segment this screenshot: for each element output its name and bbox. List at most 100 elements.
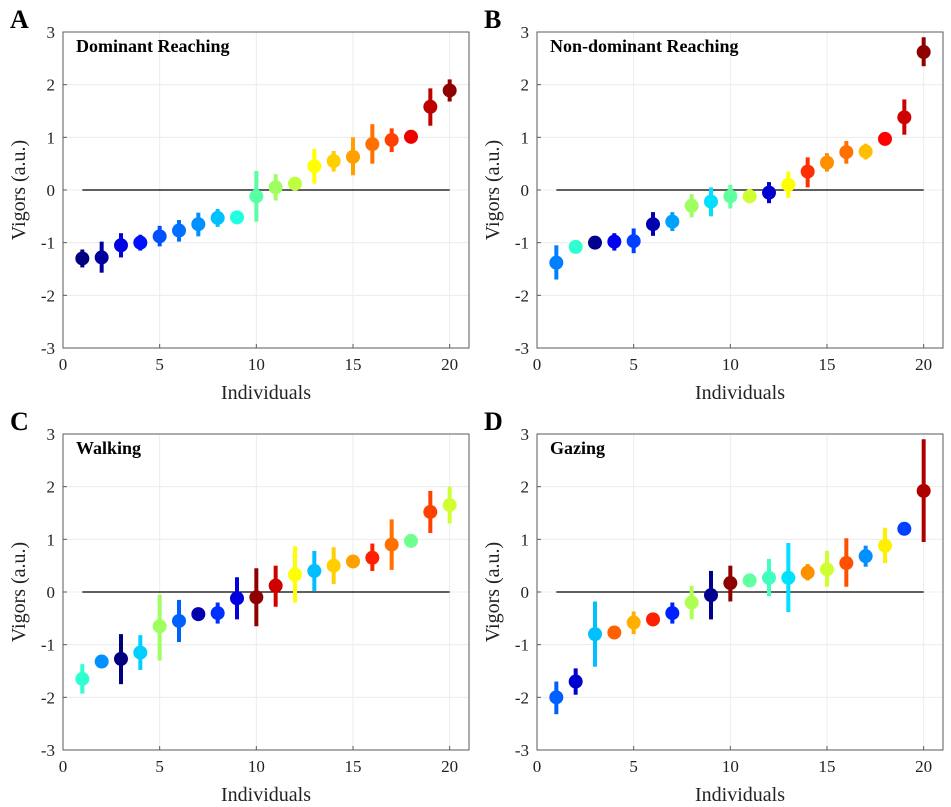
data-point (384, 132, 399, 147)
data-point (704, 194, 718, 209)
x-tick-label: 15 (819, 355, 836, 374)
x-axis-label: Individuals (695, 784, 785, 806)
data-point (346, 554, 360, 569)
panel-letter: A (10, 5, 29, 34)
y-tick-label: 1 (47, 128, 56, 147)
y-tick-label: -2 (515, 688, 529, 707)
y-tick-label: -3 (515, 339, 529, 358)
x-tick-label: 10 (722, 757, 739, 776)
data-point (684, 198, 699, 213)
data-point (665, 214, 680, 229)
data-point (781, 570, 796, 585)
data-point (75, 251, 90, 266)
data-point (800, 565, 815, 580)
data-point (568, 239, 583, 254)
data-point (268, 578, 283, 593)
data-point (94, 654, 109, 669)
data-point (742, 573, 757, 588)
y-axis-label: Vigors (a.u.) (8, 542, 30, 642)
data-point (423, 99, 438, 114)
data-point (172, 223, 186, 238)
data-point (307, 159, 322, 174)
data-point (94, 250, 109, 265)
panel-letter: B (484, 5, 501, 34)
y-tick-label: -3 (515, 741, 529, 760)
data-point (646, 217, 660, 232)
y-axis-label: Vigors (a.u.) (482, 542, 504, 642)
data-point (326, 154, 341, 169)
data-point (230, 591, 244, 606)
data-point (568, 674, 583, 689)
data-point (152, 229, 167, 244)
y-tick-label: 2 (47, 76, 56, 95)
data-point (75, 671, 90, 686)
y-tick-label: 3 (521, 23, 530, 42)
data-point (133, 235, 148, 250)
x-tick-label: 5 (629, 355, 638, 374)
data-point (762, 185, 776, 200)
y-tick-label: 0 (521, 583, 530, 602)
data-point (423, 504, 438, 519)
y-axis-label: Vigors (a.u.) (482, 140, 504, 240)
data-point (878, 538, 892, 553)
y-tick-label: 3 (47, 425, 56, 444)
data-point (820, 155, 834, 170)
data-point (230, 210, 244, 225)
y-axis-label: Vigors (a.u.) (8, 140, 30, 240)
data-point (249, 189, 264, 204)
data-point (723, 576, 738, 591)
y-tick-label: 3 (521, 425, 530, 444)
data-point (646, 612, 660, 627)
data-point (723, 189, 738, 204)
x-tick-label: 15 (819, 757, 836, 776)
data-point (210, 606, 225, 621)
data-point (897, 521, 912, 536)
y-tick-label: -1 (515, 234, 529, 253)
x-tick-label: 0 (59, 757, 68, 776)
data-point (114, 238, 128, 253)
chart-panel-a: 0 5 10 15 20 -3 -2 -1 0 1 2 3A Dominant Reaching Indi… (8, 5, 470, 404)
y-tick-label: 2 (47, 478, 56, 497)
x-tick-label: 15 (345, 757, 362, 776)
data-point (626, 615, 641, 630)
data-point (588, 627, 602, 642)
panel-title: Dominant Reaching (76, 36, 230, 56)
data-point (549, 255, 564, 270)
x-tick-label: 20 (915, 757, 932, 776)
data-point (704, 588, 718, 603)
data-point (916, 45, 931, 60)
chart-panel-b: 0 5 10 15 20 -3 -2 -1 0 1 2 3 B Non-dominant Reaching… (482, 5, 944, 404)
y-tick-label: -3 (41, 741, 55, 760)
y-tick-label: -2 (515, 286, 529, 305)
x-tick-label: 0 (533, 757, 542, 776)
y-tick-label: 2 (521, 478, 530, 497)
y-tick-label: -2 (41, 688, 55, 707)
data-point (191, 217, 206, 232)
data-point (878, 131, 892, 146)
panel-letter: C (10, 407, 29, 436)
panel-title: Gazing (550, 438, 605, 458)
data-point (820, 562, 834, 577)
data-point (916, 483, 931, 498)
y-tick-label: 2 (521, 76, 530, 95)
data-point (626, 234, 641, 249)
data-point (858, 549, 873, 564)
x-tick-label: 0 (533, 355, 542, 374)
data-point (288, 567, 302, 582)
data-point (800, 164, 815, 179)
data-point (133, 645, 148, 660)
data-point (346, 149, 360, 164)
data-point (762, 570, 776, 585)
data-point (365, 137, 380, 152)
data-point (114, 651, 128, 666)
data-point (684, 595, 699, 610)
x-tick-label: 20 (915, 355, 932, 374)
y-tick-label: -1 (41, 234, 55, 253)
panel-title: Walking (76, 438, 141, 458)
y-tick-label: -3 (41, 339, 55, 358)
data-point (742, 189, 757, 204)
y-tick-label: -2 (41, 286, 55, 305)
chart-panel-c: 0 5 10 15 20 -3 -2 -1 0 1 2 3C Walking Individuals Vig… (8, 407, 470, 806)
data-point (665, 606, 680, 621)
data-point (152, 619, 167, 634)
